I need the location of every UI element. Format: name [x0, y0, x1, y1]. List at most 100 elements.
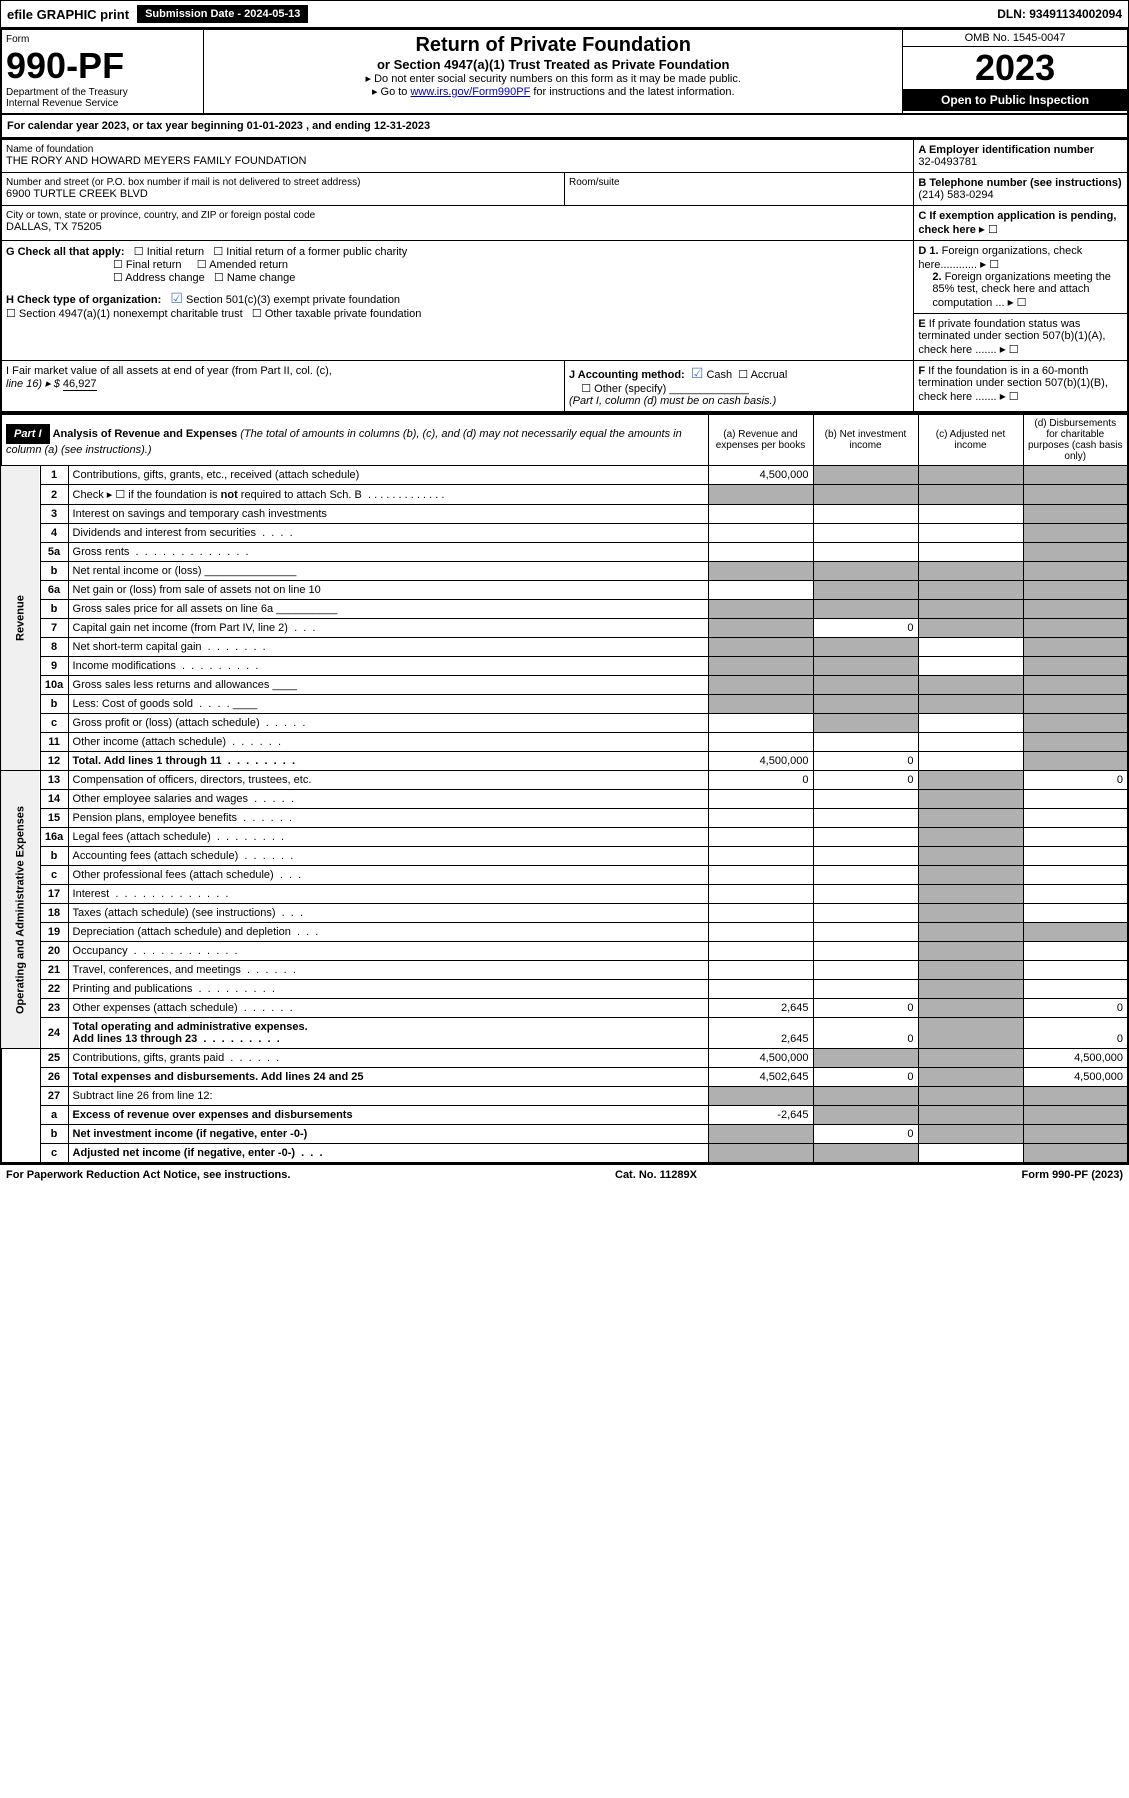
r12b: 0 [813, 752, 918, 771]
addr-value: 6900 TURTLE CREEK BLVD [6, 188, 560, 200]
r5a: Gross rents . . . . . . . . . . . . . [68, 543, 708, 562]
j-accrual: Accrual [751, 369, 788, 381]
r8: Net short-term capital gain . . . . . . … [68, 638, 708, 657]
entity-table: Name of foundation THE RORY AND HOWARD M… [0, 138, 1129, 413]
r2: Check ▸ ☐ if the foundation is not requi… [68, 485, 708, 505]
tax-year: 2023 [903, 47, 1127, 89]
addr-label: Number and street (or P.O. box number if… [6, 177, 560, 188]
header-table: Form 990-PF Department of the Treasury I… [0, 28, 1129, 115]
r27: Subtract line 26 from line 12: [68, 1087, 708, 1106]
city-label: City or town, state or province, country… [6, 210, 909, 221]
g-amended: Amended return [209, 259, 288, 271]
g-final: Final return [126, 259, 182, 271]
r18: Taxes (attach schedule) (see instruction… [68, 904, 708, 923]
city-value: DALLAS, TX 75205 [6, 221, 909, 233]
r16b: Accounting fees (attach schedule) . . . … [68, 847, 708, 866]
form-label: Form [6, 34, 199, 45]
r13: Compensation of officers, directors, tru… [68, 771, 708, 790]
r10c: Gross profit or (loss) (attach schedule)… [68, 714, 708, 733]
instr-2: ▸ Go to www.irs.gov/Form990PF for instru… [208, 85, 898, 98]
check-icon: ☑ [170, 290, 183, 306]
g-section: G Check all that apply: ☐ Initial return… [6, 245, 909, 284]
omb-label: OMB No. 1545-0047 [903, 30, 1127, 47]
irs-label: Internal Revenue Service [6, 98, 199, 109]
fmv-value: 46,927 [63, 378, 97, 391]
r26: Total expenses and disbursements. Add li… [68, 1068, 708, 1087]
e-label: E If private foundation status was termi… [918, 318, 1123, 356]
r25: Contributions, gifts, grants paid . . . … [68, 1049, 708, 1068]
footer-mid: Cat. No. 11289X [615, 1169, 697, 1181]
r17: Interest . . . . . . . . . . . . . [68, 885, 708, 904]
r16a: Legal fees (attach schedule) . . . . . .… [68, 828, 708, 847]
r24d: 0 [1023, 1018, 1128, 1049]
i-line-row: line 16) ▸ $ 46,927 [6, 377, 560, 390]
side-expenses: Operating and Administrative Expenses [1, 771, 40, 1049]
i-label: I Fair market value of all assets at end… [6, 365, 560, 377]
g-initial: Initial return [147, 246, 204, 258]
r12a: 4,500,000 [708, 752, 813, 771]
r14: Other employee salaries and wages . . . … [68, 790, 708, 809]
h-4947: Section 4947(a)(1) nonexempt charitable … [19, 308, 243, 320]
instr2-post: for instructions and the latest informat… [530, 86, 734, 98]
g-initial-pub: Initial return of a former public charit… [226, 246, 407, 258]
form-title: Return of Private Foundation [208, 34, 898, 57]
top-bar: efile GRAPHIC print Submission Date - 20… [0, 0, 1129, 28]
r7b: 0 [813, 619, 918, 638]
r25a: 4,500,000 [708, 1049, 813, 1068]
dept-label: Department of the Treasury [6, 87, 199, 98]
r7: Capital gain net income (from Part IV, l… [68, 619, 708, 638]
r24b: 0 [813, 1018, 918, 1049]
cal-pre: For calendar year 2023, or tax year begi… [7, 120, 247, 132]
r11: Other income (attach schedule) . . . . .… [68, 733, 708, 752]
part1-title: Analysis of Revenue and Expenses [53, 428, 238, 440]
form-number: 990-PF [6, 45, 199, 87]
r25d: 4,500,000 [1023, 1049, 1128, 1068]
ein-value: 32-0493781 [918, 156, 1123, 168]
footer-right: Form 990-PF (2023) [1022, 1169, 1124, 1181]
c-label: C If exemption application is pending, c… [918, 210, 1116, 236]
name-label: Name of foundation [6, 144, 909, 155]
check-icon: ☑ [691, 365, 704, 381]
r10b: Less: Cost of goods sold . . . . ____ [68, 695, 708, 714]
r1a: 4,500,000 [708, 466, 813, 485]
r22: Printing and publications . . . . . . . … [68, 980, 708, 999]
efile-label: efile GRAPHIC print [7, 7, 129, 22]
r27c: Adjusted net income (if negative, enter … [68, 1144, 708, 1164]
col-c-hdr: (c) Adjusted net income [918, 414, 1023, 466]
d1-label: D 1. Foreign organizations, check here..… [918, 245, 1123, 271]
top-left: efile GRAPHIC print Submission Date - 20… [7, 5, 308, 23]
col-b-hdr: (b) Net investment income [813, 414, 918, 466]
b-label: B Telephone number (see instructions) [918, 177, 1123, 189]
r26d: 4,500,000 [1023, 1068, 1128, 1087]
part1-table: Part I Analysis of Revenue and Expenses … [0, 413, 1129, 1164]
g-label: G Check all that apply: [6, 246, 125, 258]
d2-label: 2. Foreign organizations meeting the 85%… [918, 271, 1123, 309]
j-other: Other (specify) [594, 383, 666, 395]
r23d: 0 [1023, 999, 1128, 1018]
r24: Total operating and administrative expen… [68, 1018, 708, 1049]
room-label: Room/suite [569, 177, 909, 188]
r20: Occupancy . . . . . . . . . . . . [68, 942, 708, 961]
side-revenue: Revenue [1, 466, 40, 771]
r12: Total. Add lines 1 through 11 . . . . . … [68, 752, 708, 771]
r1: Contributions, gifts, grants, etc., rece… [68, 466, 708, 485]
r23: Other expenses (attach schedule) . . . .… [68, 999, 708, 1018]
r13d: 0 [1023, 771, 1128, 790]
g-name: Name change [227, 272, 296, 284]
r6a: Net gain or (loss) from sale of assets n… [68, 581, 708, 600]
j-cash: Cash [706, 369, 732, 381]
r13a: 0 [708, 771, 813, 790]
h-label: H Check type of organization: [6, 294, 161, 306]
r4: Dividends and interest from securities .… [68, 524, 708, 543]
j-note: (Part I, column (d) must be on cash basi… [569, 395, 776, 407]
i-line: line 16) ▸ $ [6, 378, 60, 390]
r19: Depreciation (attach schedule) and deple… [68, 923, 708, 942]
a-label: A Employer identification number [918, 144, 1123, 156]
part1-header: Part I [6, 424, 50, 444]
j-label: J Accounting method: [569, 369, 685, 381]
r26b: 0 [813, 1068, 918, 1087]
form-link[interactable]: www.irs.gov/Form990PF [410, 86, 530, 98]
r5b: Net rental income or (loss) ____________… [68, 562, 708, 581]
r15: Pension plans, employee benefits . . . .… [68, 809, 708, 828]
r27a: Excess of revenue over expenses and disb… [68, 1106, 708, 1125]
